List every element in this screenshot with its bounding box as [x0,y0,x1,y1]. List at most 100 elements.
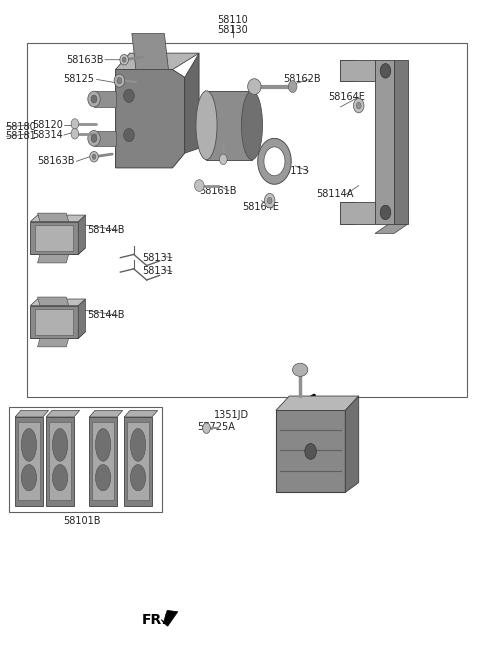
Ellipse shape [196,91,217,160]
Polygon shape [264,147,285,175]
Polygon shape [116,70,185,168]
Text: 58112: 58112 [223,143,254,153]
Ellipse shape [131,428,146,461]
Ellipse shape [71,119,79,129]
Text: 58144B: 58144B [87,225,124,235]
Text: 57725A: 57725A [197,422,235,432]
Ellipse shape [90,152,98,162]
Polygon shape [46,417,74,505]
Polygon shape [49,422,71,500]
Ellipse shape [52,428,68,461]
Polygon shape [78,299,85,338]
Ellipse shape [114,74,125,87]
Polygon shape [94,131,116,147]
Polygon shape [276,411,345,492]
Polygon shape [35,309,73,335]
Bar [9,407,162,512]
Text: 58130: 58130 [217,25,248,35]
Polygon shape [206,91,252,160]
Ellipse shape [248,79,261,95]
Text: 58314: 58314 [32,130,63,140]
Polygon shape [116,53,199,70]
Ellipse shape [124,129,134,142]
Text: 58131: 58131 [142,253,173,263]
Ellipse shape [241,91,263,160]
Polygon shape [132,34,168,70]
Polygon shape [35,225,73,251]
Polygon shape [89,411,123,417]
Ellipse shape [91,135,97,143]
Polygon shape [258,139,291,184]
Polygon shape [30,248,85,254]
Text: 58110: 58110 [217,15,248,25]
Text: 58163B: 58163B [66,55,104,64]
Polygon shape [161,610,178,626]
Polygon shape [89,417,117,505]
Polygon shape [339,60,354,81]
Polygon shape [94,91,116,107]
Ellipse shape [21,428,36,461]
Polygon shape [46,411,80,417]
Ellipse shape [120,55,129,65]
Polygon shape [375,223,408,233]
Ellipse shape [21,464,36,491]
Text: 1351JD: 1351JD [214,410,249,420]
Polygon shape [37,254,69,263]
Polygon shape [30,221,78,254]
Ellipse shape [264,193,275,208]
Polygon shape [30,215,85,221]
Bar [27,43,468,397]
Polygon shape [78,215,85,254]
Ellipse shape [353,99,364,113]
Polygon shape [15,411,48,417]
Ellipse shape [124,89,134,102]
Text: 58131: 58131 [142,267,173,277]
Ellipse shape [88,131,100,147]
Ellipse shape [194,179,204,191]
Text: 58114A: 58114A [317,189,354,199]
Polygon shape [92,422,114,500]
Text: 58113: 58113 [278,166,309,176]
Ellipse shape [52,464,68,491]
Ellipse shape [305,443,316,459]
Text: FR.: FR. [142,613,168,627]
Polygon shape [394,60,408,223]
Polygon shape [124,411,157,417]
Ellipse shape [96,464,111,491]
Text: 58163B: 58163B [37,156,75,166]
Ellipse shape [92,154,96,160]
Ellipse shape [292,363,308,376]
Polygon shape [345,396,359,492]
Polygon shape [339,202,375,223]
Text: 58120: 58120 [32,120,63,130]
Polygon shape [30,332,85,338]
Polygon shape [30,306,78,338]
Text: 58181: 58181 [5,131,36,141]
Polygon shape [18,422,40,500]
Text: 58180: 58180 [5,122,36,131]
Ellipse shape [288,81,297,93]
Polygon shape [15,417,43,505]
Polygon shape [37,338,69,347]
Polygon shape [339,202,354,223]
Ellipse shape [356,102,361,109]
Ellipse shape [380,205,391,219]
Ellipse shape [88,91,100,107]
Polygon shape [375,60,394,223]
Polygon shape [185,53,199,153]
Ellipse shape [131,464,146,491]
Ellipse shape [380,64,391,78]
Ellipse shape [203,423,210,434]
Polygon shape [127,422,149,500]
Ellipse shape [219,154,227,165]
Text: 58161B: 58161B [199,186,237,196]
Ellipse shape [91,95,97,103]
Polygon shape [37,213,69,221]
Text: 58144B: 58144B [87,310,124,321]
Text: 58164E: 58164E [328,92,365,102]
Polygon shape [339,60,375,81]
Polygon shape [124,417,152,505]
Text: 58162B: 58162B [283,74,321,84]
Polygon shape [30,299,85,306]
Polygon shape [37,297,69,306]
